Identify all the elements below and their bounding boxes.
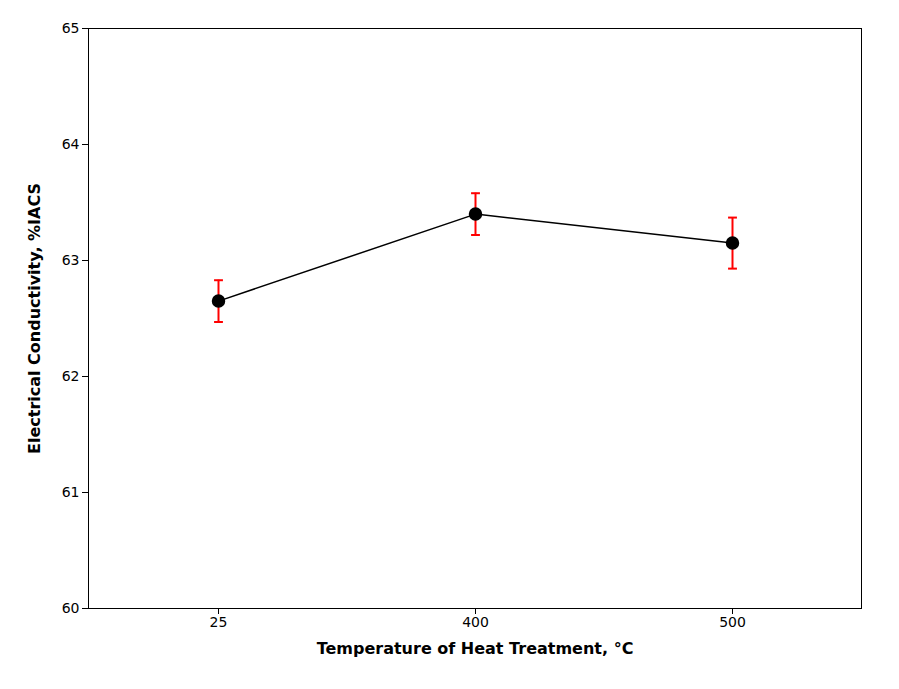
svg-text:Electrical Conductivity, %IACS: Electrical Conductivity, %IACS	[25, 183, 44, 454]
svg-text:60: 60	[62, 600, 80, 616]
svg-text:Temperature of Heat Treatment,: Temperature of Heat Treatment, °C	[317, 639, 634, 658]
svg-text:500: 500	[719, 614, 746, 630]
svg-text:62: 62	[62, 368, 80, 384]
svg-text:25: 25	[210, 614, 228, 630]
svg-text:63: 63	[62, 252, 80, 268]
svg-text:64: 64	[62, 136, 80, 152]
svg-text:400: 400	[462, 614, 489, 630]
svg-text:61: 61	[62, 484, 80, 500]
svg-text:65: 65	[62, 20, 80, 36]
